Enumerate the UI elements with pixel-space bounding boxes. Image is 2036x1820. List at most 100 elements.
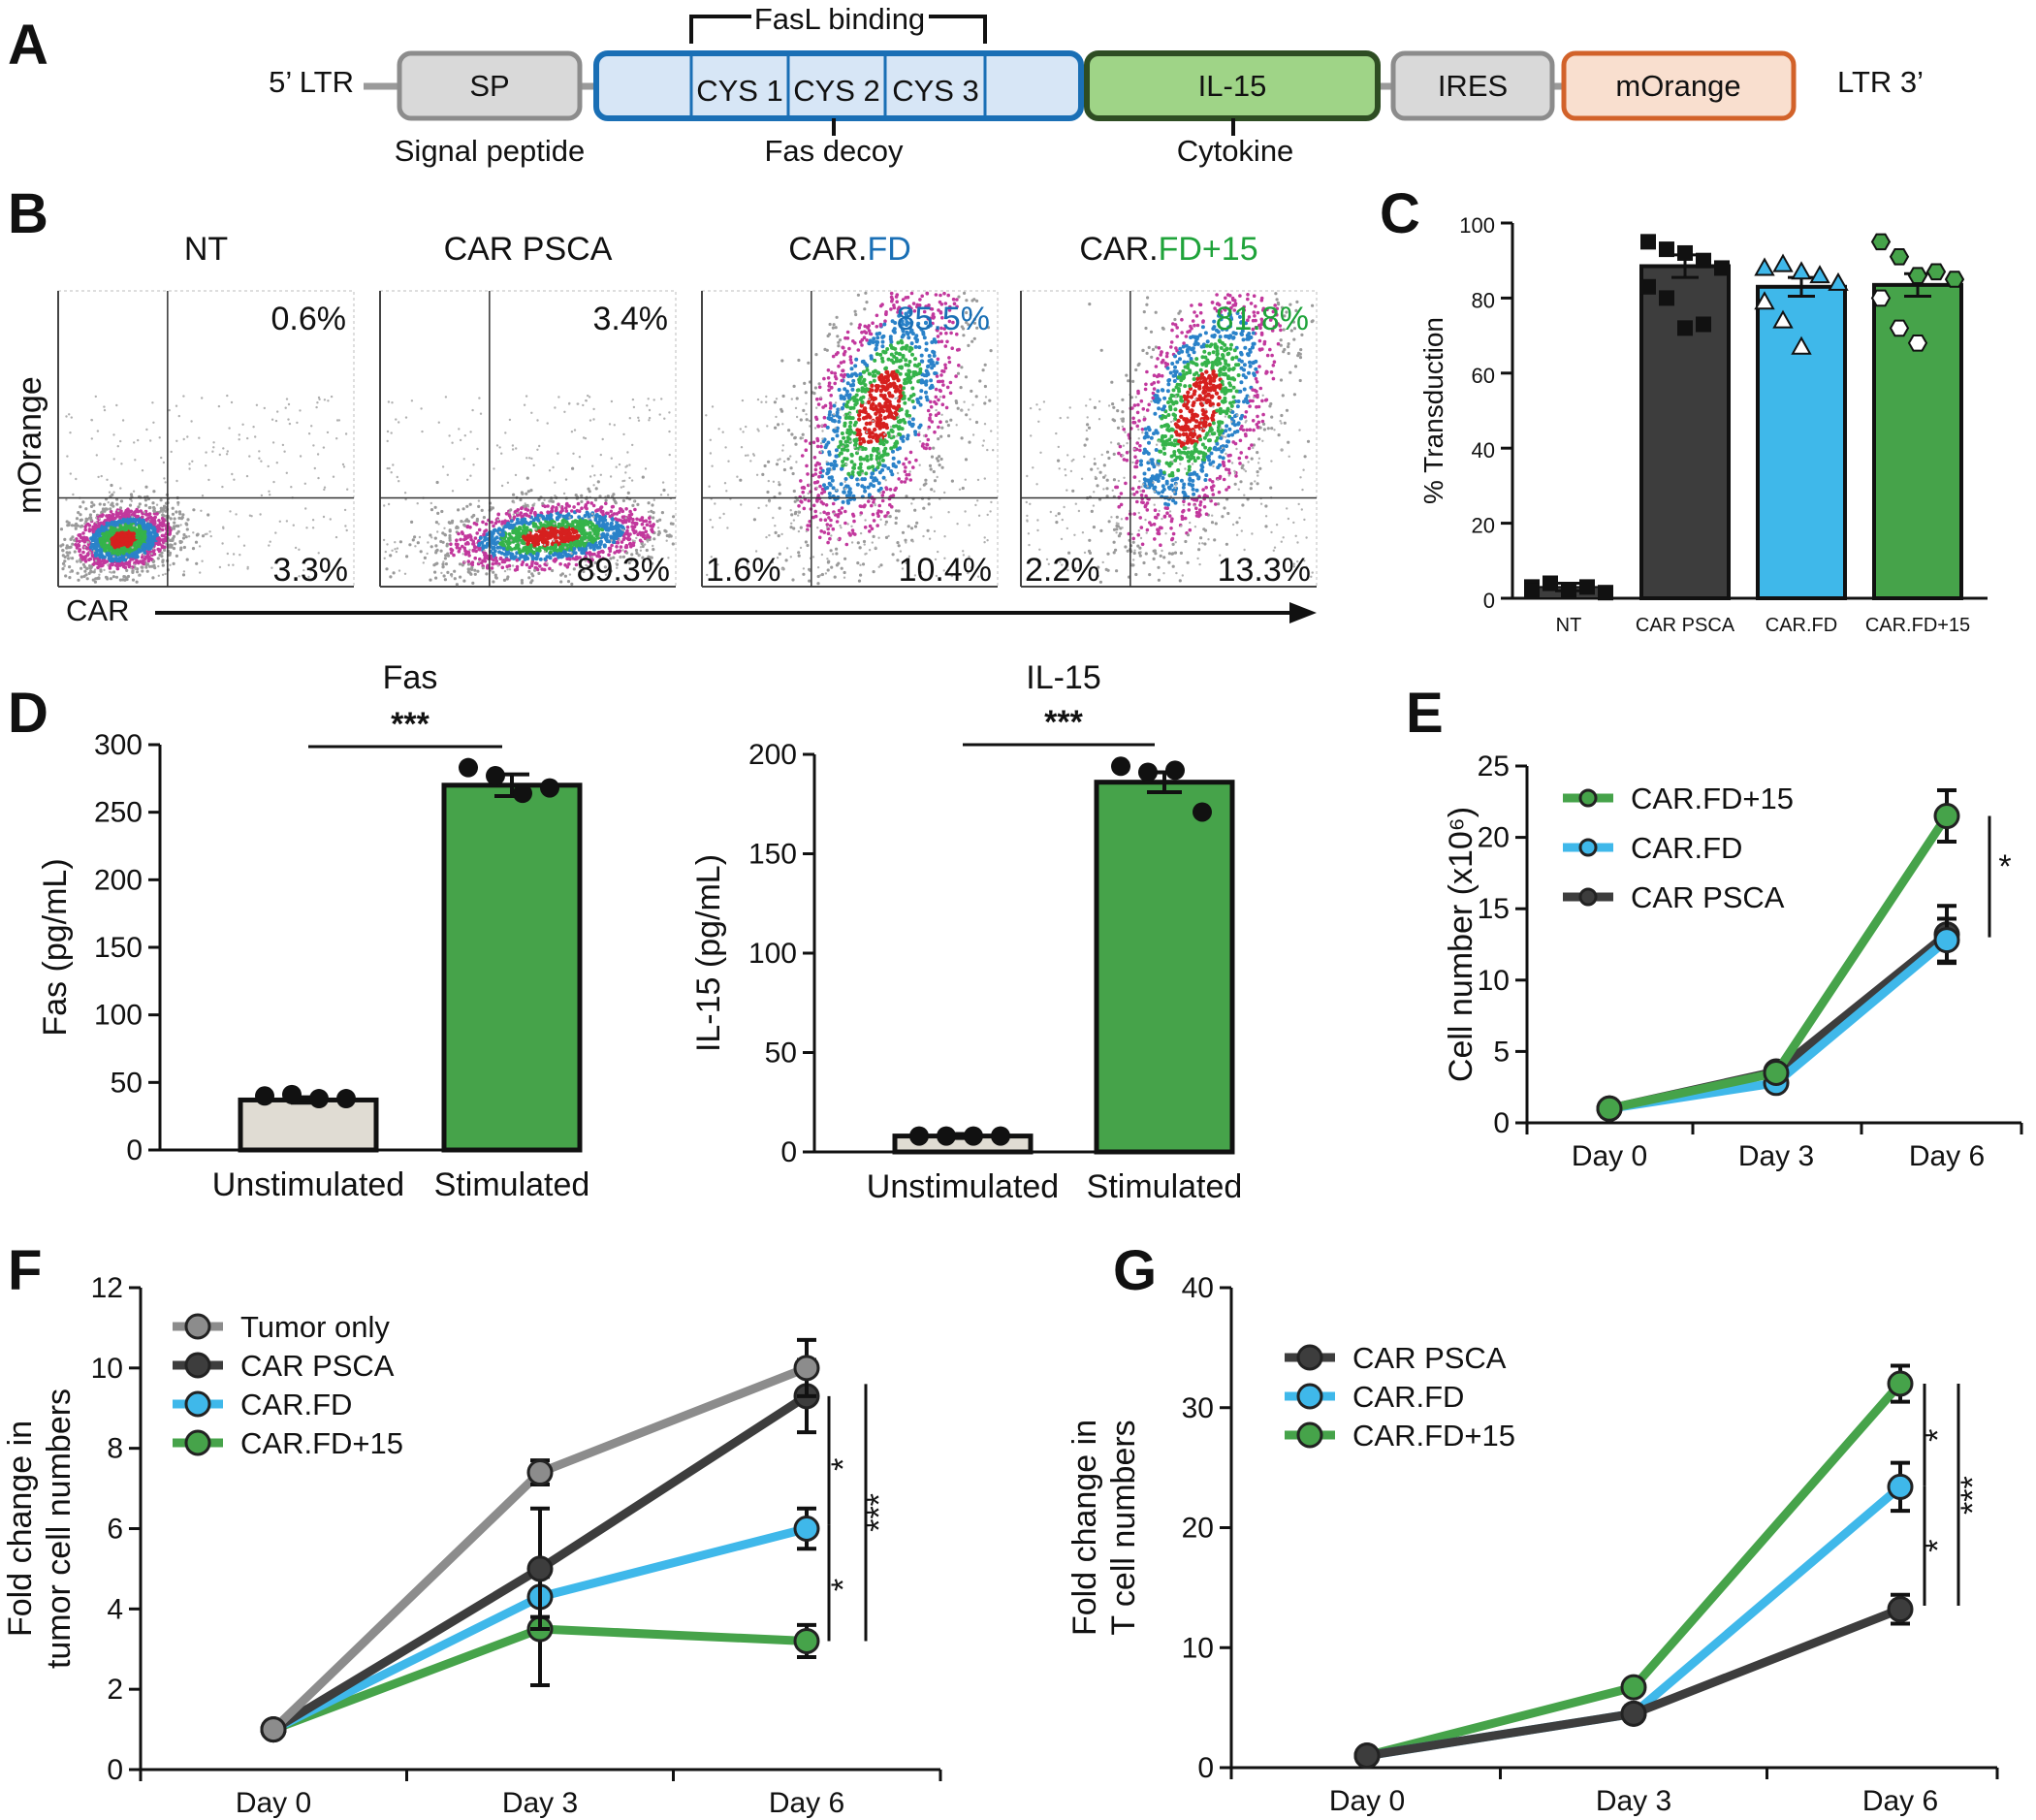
flow-event: [844, 403, 848, 408]
flow-event: [934, 293, 938, 297]
flow-event: [856, 348, 861, 352]
flow-event: [777, 459, 779, 462]
flow-event: [935, 361, 939, 366]
flow-event: [840, 378, 843, 383]
flow-event: [790, 513, 794, 517]
flow-event: [112, 491, 115, 494]
flow-event: [440, 509, 444, 514]
flow-event: [520, 579, 525, 583]
flow-event: [111, 575, 115, 579]
flow-event: [548, 566, 552, 571]
flow-event: [938, 379, 942, 384]
flow-event: [902, 394, 907, 399]
flow-event: [640, 542, 644, 546]
flow-event: [819, 444, 823, 449]
flow-event: [608, 546, 613, 551]
flow-event: [501, 525, 504, 527]
flow-ur-percent: 3.4%: [593, 301, 669, 337]
flow-event: [175, 510, 178, 514]
flow-event: [148, 505, 152, 510]
flow-event: [109, 516, 113, 520]
flow-event: [595, 508, 599, 512]
flow-event: [151, 559, 156, 563]
flow-event: [842, 435, 846, 440]
flow-event: [879, 563, 883, 567]
flow-event: [834, 448, 839, 453]
flow-event: [826, 568, 830, 572]
flow-event: [899, 366, 904, 370]
flow-event: [559, 580, 563, 584]
flow-event: [115, 403, 118, 407]
flow-event: [856, 561, 860, 565]
flow-event: [307, 575, 310, 579]
flow-event: [478, 397, 481, 399]
flow-event: [553, 522, 556, 526]
flow-event: [394, 541, 397, 544]
flow-event: [160, 527, 165, 532]
flow-event: [875, 448, 879, 453]
flow-event: [87, 528, 92, 533]
flow-event: [930, 340, 935, 344]
flow-event: [88, 513, 92, 517]
flow-event: [101, 531, 106, 536]
flow-event: [872, 396, 876, 401]
flow-event: [958, 488, 962, 491]
flow-event: [826, 368, 831, 372]
flow-event: [833, 575, 837, 579]
flow-event: [904, 457, 908, 462]
flow-event: [839, 482, 843, 487]
flow-event: [792, 527, 796, 530]
flow-event: [827, 388, 831, 393]
flow-event: [845, 330, 850, 335]
flow-event: [632, 405, 636, 409]
flow-event: [562, 492, 566, 495]
flow-event: [498, 530, 501, 534]
flow-event: [922, 506, 926, 510]
flow-event: [522, 534, 526, 539]
flow-event: [849, 367, 854, 371]
flow-event: [869, 475, 874, 480]
flow-event: [941, 383, 945, 387]
flow-event: [137, 505, 141, 509]
flow-event: [168, 408, 171, 412]
flow-event: [629, 559, 633, 562]
flow-event: [133, 554, 138, 559]
flow-event: [418, 535, 422, 539]
flow-event: [501, 547, 506, 551]
flow-event: [232, 563, 235, 566]
flow-lr-percent: 89.3%: [577, 552, 670, 589]
flow-event: [926, 408, 931, 413]
flow-event: [398, 540, 402, 544]
flow-event: [857, 472, 862, 477]
flow-event: [274, 419, 278, 423]
flow-event: [646, 404, 649, 407]
flow-event: [142, 537, 146, 542]
flow-event: [929, 467, 933, 471]
flow-event: [254, 435, 257, 438]
flow-event: [133, 563, 136, 566]
flow-event: [188, 463, 191, 465]
flow-event: [98, 502, 102, 506]
flow-event: [780, 359, 784, 363]
flow-event: [105, 521, 110, 526]
flow-event: [849, 430, 854, 434]
flow-event: [599, 453, 602, 457]
flow-event: [468, 548, 471, 552]
flow-event: [797, 510, 800, 513]
flow-event: [963, 291, 967, 295]
flow-event: [94, 395, 98, 399]
flow-event: [651, 503, 654, 507]
flow-lr-percent: 3.3%: [273, 552, 349, 589]
flow-event: [555, 507, 558, 512]
flow-event: [108, 491, 111, 494]
flow-event: [260, 460, 263, 463]
flow-event: [463, 560, 466, 563]
flow-event: [537, 548, 542, 553]
flow-event: [508, 418, 512, 422]
flow-event: [863, 426, 868, 431]
flow-event: [736, 475, 739, 478]
flow-event: [884, 520, 889, 524]
flow-event: [146, 547, 151, 551]
flow-event: [875, 335, 880, 340]
flow-event: [925, 292, 930, 296]
